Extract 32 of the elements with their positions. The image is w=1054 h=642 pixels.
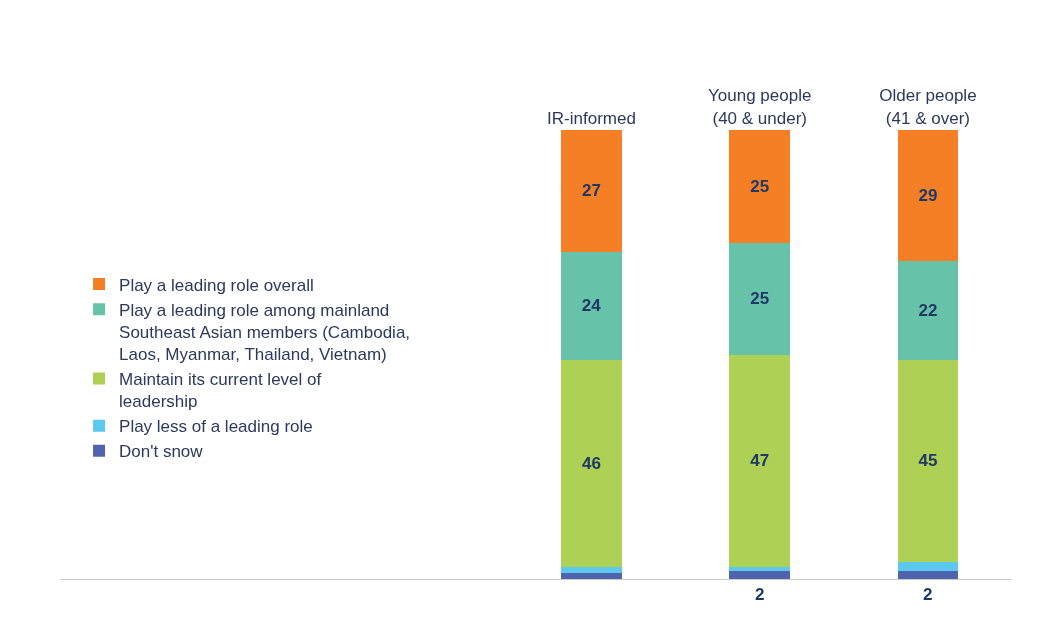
data-label: 27	[582, 181, 601, 201]
bar	[729, 571, 790, 580]
bar	[897, 260, 959, 360]
data-label: 25	[750, 289, 770, 309]
x-tick-label: Young people (40 & under)	[708, 86, 812, 128]
x-tick-label: IR-informed	[547, 108, 636, 128]
bar	[897, 130, 959, 261]
bar	[729, 130, 790, 243]
data-label: 24	[581, 296, 602, 316]
bar	[729, 355, 790, 567]
data-label: 46	[582, 453, 601, 473]
bar	[561, 251, 622, 360]
legend-label: Play less of a leading role	[119, 417, 313, 437]
legend-label: Don't snow	[119, 442, 204, 462]
bar	[897, 359, 959, 563]
data-label: 25	[750, 176, 770, 196]
x-tick-label: Older people (41 & over)	[879, 86, 977, 128]
legend-label: Play a leading role among mainland Southeast Asian members (Cambodia, Laos, Myanmar, Thailand, Vietnam)	[119, 300, 411, 365]
data-label: 47	[750, 451, 770, 471]
data-label: 22	[918, 300, 938, 320]
bar	[897, 562, 959, 571]
bar	[729, 242, 790, 356]
legend-label: Maintain its current level of leadership	[119, 370, 322, 412]
bar	[729, 566, 790, 571]
data-label: 45	[918, 451, 938, 471]
bar	[561, 359, 622, 567]
bar	[561, 130, 622, 252]
legend-label: Play a leading role overall	[119, 275, 314, 295]
data-label: 2	[923, 585, 933, 604]
data-label: 29	[918, 185, 938, 205]
data-label: 2	[755, 585, 765, 604]
bar	[561, 566, 622, 574]
